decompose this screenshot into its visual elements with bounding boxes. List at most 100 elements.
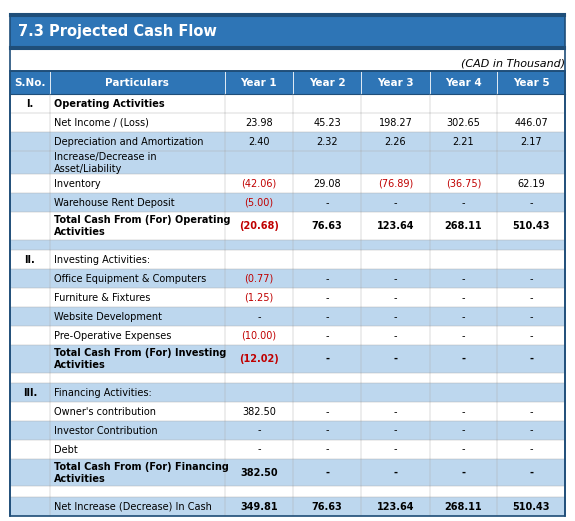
Text: -: - bbox=[325, 468, 329, 478]
Text: -: - bbox=[462, 198, 465, 208]
Text: -: - bbox=[394, 293, 397, 303]
Text: -: - bbox=[529, 354, 533, 364]
Text: Year 2: Year 2 bbox=[309, 78, 346, 88]
Text: 2.17: 2.17 bbox=[520, 137, 542, 146]
Text: S.No.: S.No. bbox=[14, 78, 46, 88]
Text: -: - bbox=[461, 468, 465, 478]
Text: 510.43: 510.43 bbox=[512, 502, 550, 512]
Text: Increase/Decrease in
Asset/Liability: Increase/Decrease in Asset/Liability bbox=[54, 152, 156, 174]
Text: (12.02): (12.02) bbox=[239, 354, 279, 364]
Bar bbox=[10, 113, 565, 132]
Text: -: - bbox=[530, 274, 533, 284]
Text: 268.11: 268.11 bbox=[444, 221, 482, 231]
Bar bbox=[10, 345, 565, 373]
Bar bbox=[10, 440, 565, 459]
Text: 268.11: 268.11 bbox=[444, 502, 482, 512]
Text: 198.27: 198.27 bbox=[378, 118, 412, 128]
Text: -: - bbox=[394, 426, 397, 436]
Text: -: - bbox=[394, 406, 397, 417]
Bar bbox=[10, 487, 565, 497]
Text: -: - bbox=[529, 468, 533, 478]
Bar bbox=[10, 151, 565, 175]
Text: 7.3 Projected Cash Flow: 7.3 Projected Cash Flow bbox=[18, 24, 217, 39]
Text: Year 4: Year 4 bbox=[445, 78, 482, 88]
Text: Total Cash From (For) Operating
Activities: Total Cash From (For) Operating Activiti… bbox=[54, 215, 231, 237]
Text: 382.50: 382.50 bbox=[240, 468, 278, 478]
Text: 62.19: 62.19 bbox=[518, 179, 545, 189]
Text: (1.25): (1.25) bbox=[244, 293, 274, 303]
Text: -: - bbox=[325, 354, 329, 364]
Text: 349.81: 349.81 bbox=[240, 502, 278, 512]
Text: -: - bbox=[394, 444, 397, 454]
Text: 76.63: 76.63 bbox=[312, 502, 343, 512]
Bar bbox=[10, 459, 565, 487]
Text: (36.75): (36.75) bbox=[446, 179, 481, 189]
Text: 510.43: 510.43 bbox=[512, 221, 550, 231]
Text: Debt: Debt bbox=[54, 444, 78, 454]
Text: Depreciation and Amortization: Depreciation and Amortization bbox=[54, 137, 204, 146]
Text: (5.00): (5.00) bbox=[244, 198, 274, 208]
Text: -: - bbox=[325, 406, 329, 417]
Text: 2.32: 2.32 bbox=[316, 137, 338, 146]
Text: Total Cash From (For) Financing
Activities: Total Cash From (For) Financing Activiti… bbox=[54, 462, 229, 484]
Text: Year 3: Year 3 bbox=[377, 78, 414, 88]
Bar bbox=[10, 94, 565, 113]
Text: Financing Activities:: Financing Activities: bbox=[54, 388, 152, 398]
Text: Furniture & Fixtures: Furniture & Fixtures bbox=[54, 293, 150, 303]
Text: -: - bbox=[462, 331, 465, 341]
Text: Office Equipment & Computers: Office Equipment & Computers bbox=[54, 274, 206, 284]
Text: (20.68): (20.68) bbox=[239, 221, 279, 231]
Bar bbox=[10, 383, 565, 402]
Bar bbox=[10, 71, 565, 516]
Text: Operating Activities: Operating Activities bbox=[54, 98, 164, 109]
Text: -: - bbox=[530, 331, 533, 341]
Text: -: - bbox=[462, 406, 465, 417]
Text: 123.64: 123.64 bbox=[377, 502, 414, 512]
Bar bbox=[10, 497, 565, 516]
Text: 2.26: 2.26 bbox=[385, 137, 407, 146]
Bar bbox=[10, 402, 565, 421]
Text: Investing Activities:: Investing Activities: bbox=[54, 255, 150, 265]
Text: -: - bbox=[325, 274, 329, 284]
Text: -: - bbox=[325, 426, 329, 436]
Text: (0.77): (0.77) bbox=[244, 274, 274, 284]
Text: -: - bbox=[393, 468, 397, 478]
Bar bbox=[10, 212, 565, 240]
Text: 446.07: 446.07 bbox=[514, 118, 548, 128]
Text: -: - bbox=[394, 331, 397, 341]
Text: 302.65: 302.65 bbox=[447, 118, 480, 128]
Text: Total Cash From (For) Investing
Activities: Total Cash From (For) Investing Activiti… bbox=[54, 348, 227, 370]
Text: Investor Contribution: Investor Contribution bbox=[54, 426, 158, 436]
Text: (42.06): (42.06) bbox=[242, 179, 277, 189]
Text: Website Development: Website Development bbox=[54, 312, 162, 321]
Text: -: - bbox=[462, 274, 465, 284]
Text: -: - bbox=[530, 293, 533, 303]
Text: Year 1: Year 1 bbox=[240, 78, 277, 88]
Text: -: - bbox=[325, 312, 329, 321]
Text: II.: II. bbox=[25, 255, 35, 265]
Text: Year 5: Year 5 bbox=[513, 78, 550, 88]
Text: -: - bbox=[393, 354, 397, 364]
Text: -: - bbox=[530, 444, 533, 454]
Text: 2.40: 2.40 bbox=[248, 137, 270, 146]
Text: -: - bbox=[462, 426, 465, 436]
Text: 76.63: 76.63 bbox=[312, 221, 343, 231]
Bar bbox=[10, 71, 565, 94]
Bar bbox=[10, 250, 565, 269]
Bar bbox=[10, 14, 565, 49]
Text: III.: III. bbox=[23, 388, 37, 398]
Bar bbox=[10, 132, 565, 151]
Bar bbox=[10, 269, 565, 288]
Text: -: - bbox=[257, 444, 260, 454]
Text: -: - bbox=[257, 426, 260, 436]
Text: -: - bbox=[461, 354, 465, 364]
Text: (76.89): (76.89) bbox=[378, 179, 413, 189]
Bar bbox=[10, 193, 565, 212]
Text: -: - bbox=[462, 444, 465, 454]
Bar bbox=[10, 288, 565, 307]
Text: -: - bbox=[530, 198, 533, 208]
Text: 2.21: 2.21 bbox=[453, 137, 474, 146]
Text: -: - bbox=[462, 312, 465, 321]
Text: Inventory: Inventory bbox=[54, 179, 101, 189]
Bar bbox=[10, 421, 565, 440]
